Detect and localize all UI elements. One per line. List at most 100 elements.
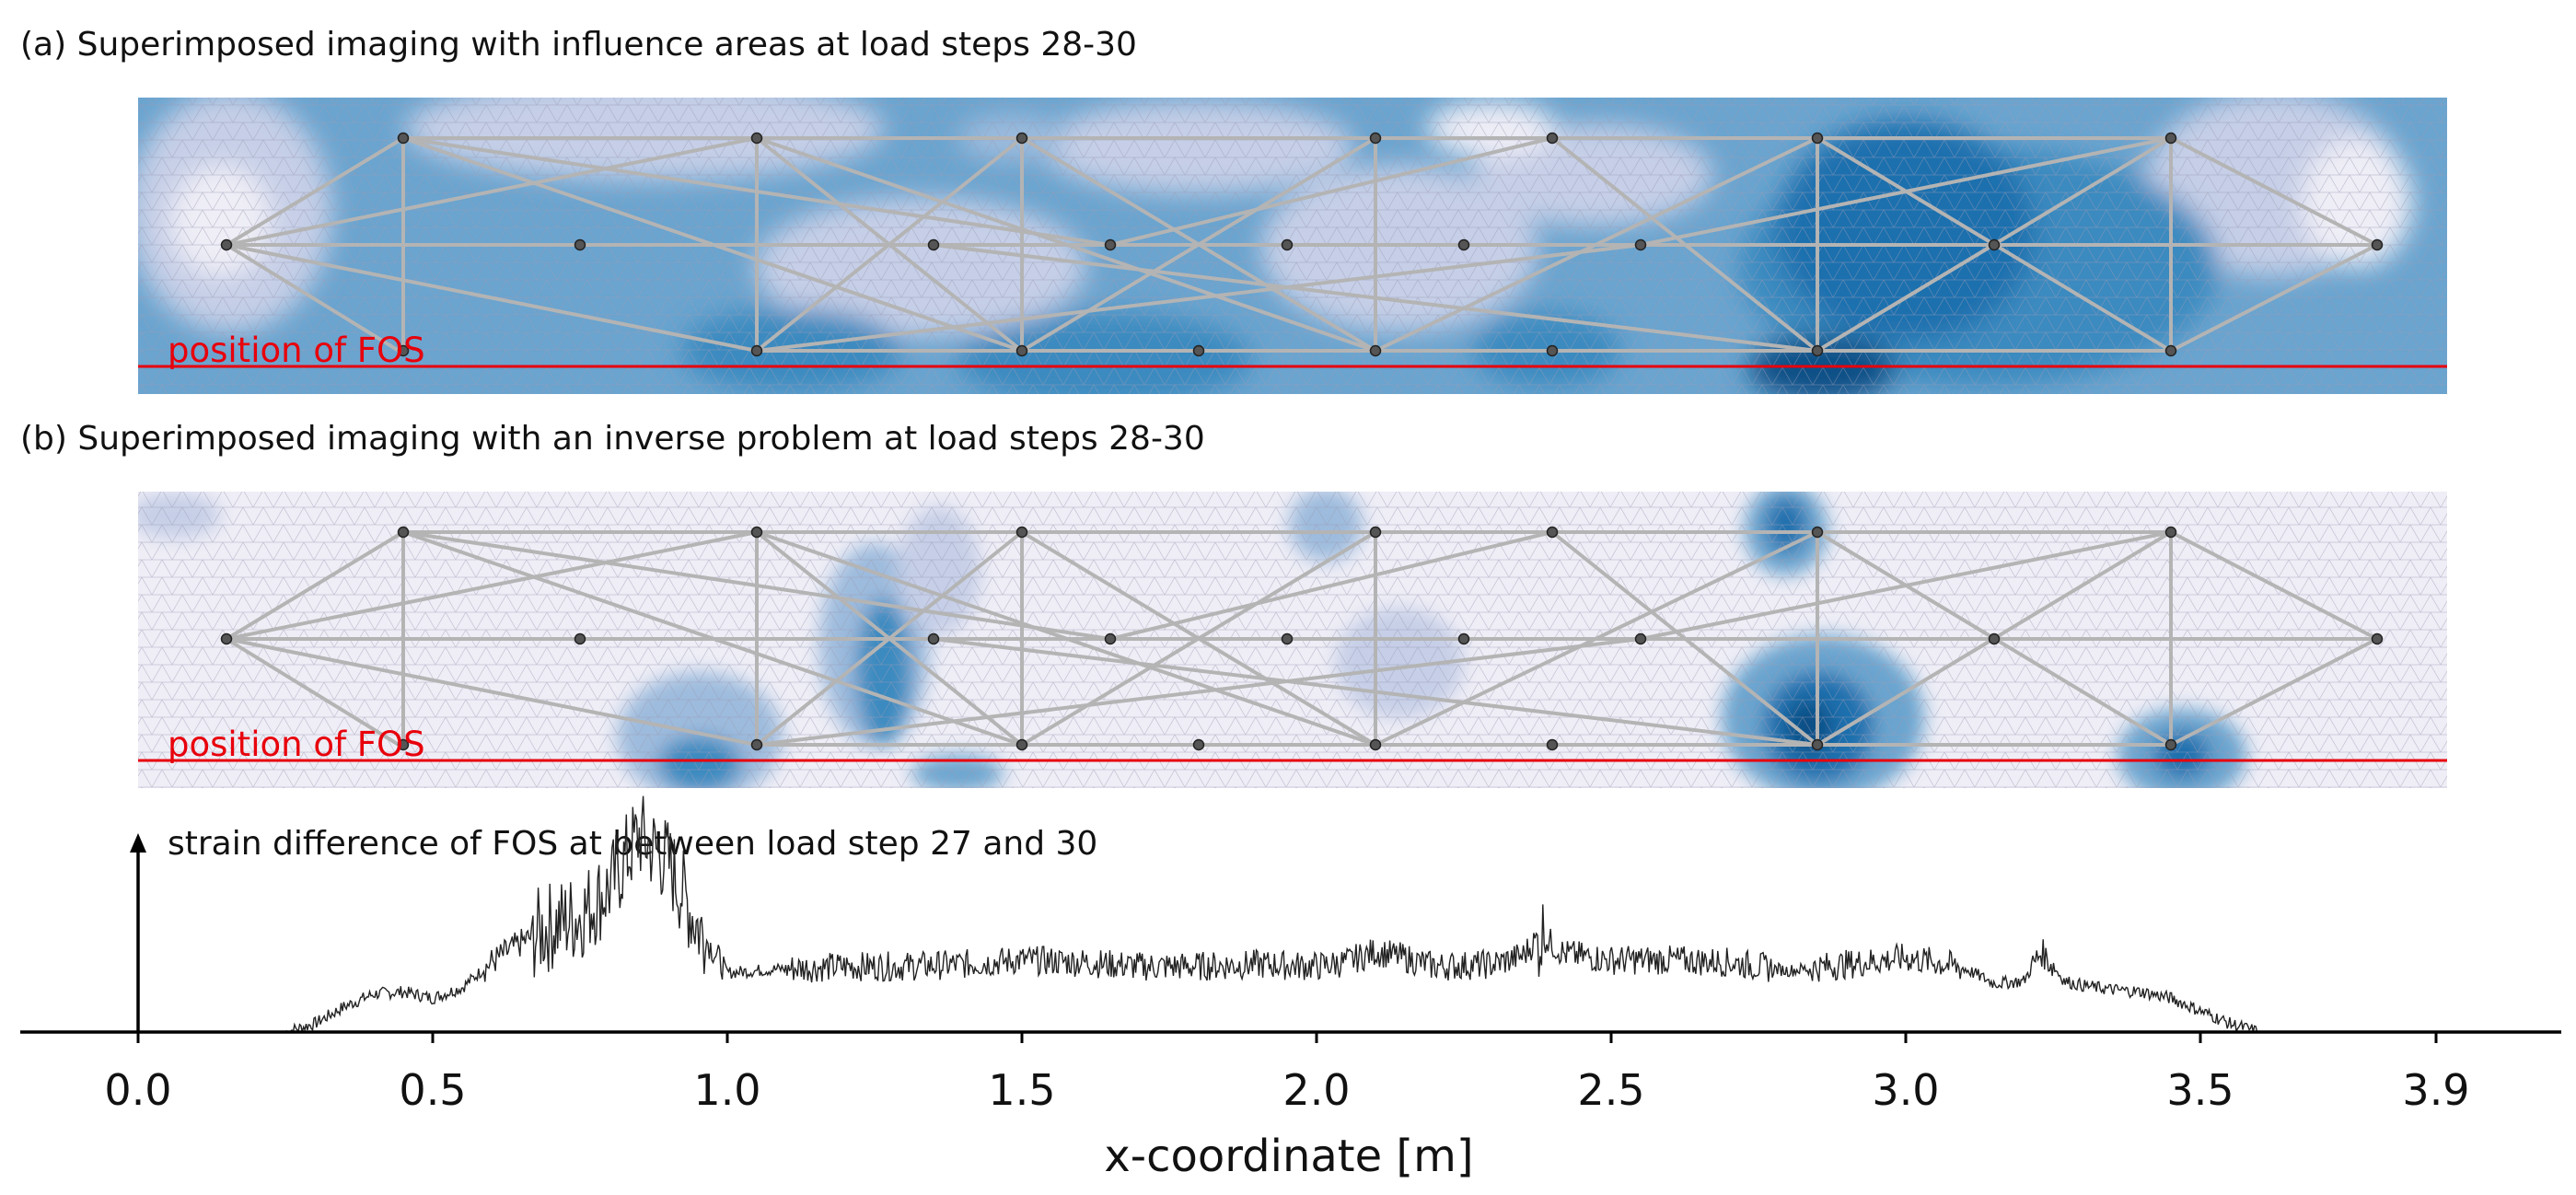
truss-member xyxy=(225,530,759,641)
sensor-node xyxy=(397,344,410,357)
panel-b-truss xyxy=(225,530,2379,749)
truss-member xyxy=(225,136,405,247)
sensor-node xyxy=(1192,344,1205,357)
x-axis-ticks: 0.0 0.5 1.0 1.5 2.0 2.5 3.0 3.5 3.9 xyxy=(104,1032,2470,1115)
sensor-node xyxy=(1811,526,1824,539)
sensor-node xyxy=(2164,344,2177,357)
sensor-node xyxy=(1546,526,1559,539)
truss-member xyxy=(755,243,1642,353)
truss-member xyxy=(932,637,1819,747)
panel-b-title: (b) Superimposed imaging with an inverse… xyxy=(20,420,1205,458)
sensor-node xyxy=(1811,738,1824,751)
strain-difference-line xyxy=(20,795,2495,1034)
sensor-node xyxy=(574,632,586,645)
sensor-node xyxy=(1369,738,1382,751)
sensor-node xyxy=(220,238,233,251)
truss-member xyxy=(755,530,1377,747)
truss-member xyxy=(1020,136,1377,353)
sensor-node xyxy=(1634,238,1647,251)
truss-member xyxy=(225,136,759,247)
truss-member xyxy=(2169,637,2379,747)
x-tick-label: 2.0 xyxy=(1282,1065,1350,1115)
sensor-node xyxy=(1546,738,1559,751)
x-tick-label: 3.0 xyxy=(1872,1065,1939,1115)
truss-member xyxy=(1550,136,1819,353)
truss-member xyxy=(755,530,1024,747)
truss-member xyxy=(1550,530,1819,747)
truss-member xyxy=(932,243,1819,353)
sensor-node xyxy=(2164,132,2177,145)
sensor-node xyxy=(2371,632,2384,645)
truss-member xyxy=(225,637,759,747)
sensor-node xyxy=(750,132,763,145)
sensor-node xyxy=(1104,238,1117,251)
truss-member xyxy=(401,530,1024,747)
x-tick-label: 3.9 xyxy=(2402,1065,2469,1115)
sensor-node xyxy=(1988,632,2001,645)
panel-a-nodes xyxy=(220,132,2384,357)
sensor-node xyxy=(1015,738,1028,751)
sensor-node xyxy=(1281,238,1294,251)
truss-member xyxy=(1374,136,1819,353)
x-tick-label: 2.5 xyxy=(1577,1065,1644,1115)
sensor-node xyxy=(1546,132,1559,145)
truss-member xyxy=(225,243,405,355)
truss-member xyxy=(401,136,1024,353)
sensor-node xyxy=(1369,132,1382,145)
x-axis-label: x-coordinate [m] xyxy=(1104,1131,1473,1182)
panel-b-fos-label: position of FOS xyxy=(168,725,425,764)
sensor-node xyxy=(574,238,586,251)
sensor-node xyxy=(397,132,410,145)
sensor-node xyxy=(1811,132,1824,145)
sensor-node xyxy=(1192,738,1205,751)
sensor-node xyxy=(750,344,763,357)
truss-member xyxy=(2169,136,2379,247)
sensor-node xyxy=(1988,238,2001,251)
sensor-node xyxy=(1369,526,1382,539)
sensor-node xyxy=(1015,526,1028,539)
sensor-node xyxy=(2371,238,2384,251)
truss-member xyxy=(755,136,1377,353)
panel-a-title: (a) Superimposed imaging with influence … xyxy=(20,26,1137,64)
y-axis-arrow xyxy=(130,833,146,853)
truss-member xyxy=(1108,136,1554,247)
x-tick-label: 0.5 xyxy=(399,1065,466,1115)
x-tick-label: 1.5 xyxy=(988,1065,1055,1115)
sensor-node xyxy=(2164,738,2177,751)
truss-member xyxy=(225,530,405,641)
x-tick-label: 3.5 xyxy=(2166,1065,2234,1115)
panel-a-fos-label: position of FOS xyxy=(168,331,425,370)
truss-member xyxy=(1108,530,1554,641)
sensor-node xyxy=(750,738,763,751)
sensor-node xyxy=(1015,344,1028,357)
sensor-node xyxy=(1811,344,1824,357)
sensor-node xyxy=(1546,344,1559,357)
sensor-node xyxy=(1634,632,1647,645)
truss-member xyxy=(225,637,405,749)
panel-b-nodes xyxy=(220,526,2384,751)
sensor-node xyxy=(927,632,940,645)
truss-member xyxy=(2169,243,2379,353)
sensor-node xyxy=(1457,632,1470,645)
truss-member xyxy=(401,530,1112,641)
truss-member xyxy=(225,243,759,353)
truss-member xyxy=(1639,136,2173,247)
truss-member xyxy=(755,637,1642,747)
x-tick-label: 1.0 xyxy=(693,1065,760,1115)
truss-member xyxy=(1020,530,1377,747)
truss-member xyxy=(1639,530,2173,641)
panel-a-contour xyxy=(138,98,2447,394)
sensor-node xyxy=(1104,632,1117,645)
sensor-node xyxy=(1457,238,1470,251)
sensor-node xyxy=(2164,526,2177,539)
truss-member xyxy=(2169,530,2379,641)
sensor-node xyxy=(1015,132,1028,145)
sensor-node xyxy=(1281,632,1294,645)
sensor-node xyxy=(397,738,410,751)
sensor-node xyxy=(220,632,233,645)
truss-member xyxy=(755,136,1024,353)
x-tick-label: 0.0 xyxy=(104,1065,171,1115)
sensor-node xyxy=(397,526,410,539)
sensor-node xyxy=(750,526,763,539)
